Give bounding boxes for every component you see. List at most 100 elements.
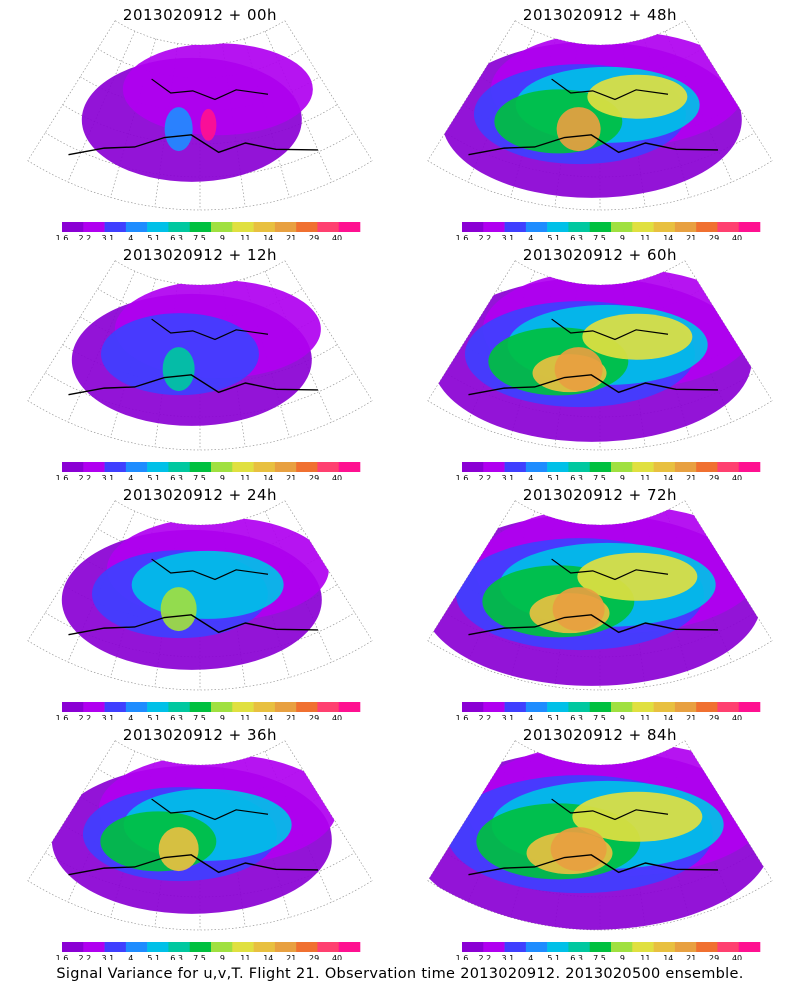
colorbar-swatch [547, 942, 569, 952]
colorbar-swatch [338, 462, 361, 472]
variance-contour [100, 811, 217, 872]
colorbar-swatch [653, 462, 676, 472]
colorbar-tick-label: 5.1 [147, 714, 160, 720]
colorbar-swatch [274, 942, 297, 952]
coastline [151, 318, 269, 341]
colorbar-tick-label: 21 [686, 234, 696, 240]
colorbar-tick-label: 4 [528, 234, 533, 240]
colorbar-tick-label: 4 [528, 714, 533, 720]
colorbar-swatch [253, 942, 276, 952]
colorbar-tick-label: 4 [128, 474, 133, 480]
colorbar-tick-label: 29 [309, 234, 319, 240]
colorbar-tick-label: 7.5 [193, 474, 206, 480]
variance-field [427, 742, 772, 930]
colorbar-tick-label: 6.3 [170, 714, 183, 720]
colorbar-tick-label: 3.1 [101, 954, 114, 960]
colorbar-swatch [611, 462, 633, 472]
coastline [551, 558, 669, 581]
colorbar-swatch [462, 942, 484, 952]
colorbar-swatch [462, 702, 484, 712]
variance-contour [200, 108, 217, 141]
colorbar-tick-label: 4 [528, 474, 533, 480]
colorbar-swatch [211, 942, 233, 952]
colorbar-swatch [525, 942, 548, 952]
colorbar-swatch [589, 942, 612, 952]
colorbar-swatch [611, 702, 633, 712]
colorbar-tick-label: 11 [640, 714, 650, 720]
map-panel: 2013020912 + 36h 1.6 2.2 3.1 4 5.1 6.3 7.5 9 11 14… [0, 720, 400, 960]
map-panel: 2013020912 + 24h 1.6 2.2 3.1 4 5.1 6.3 7.5 9 11 14… [0, 480, 400, 720]
variance-contour [587, 74, 688, 119]
colorbar-swatch [483, 942, 505, 952]
colorbar-tick-label: 9 [220, 234, 225, 240]
colorbar-swatch [738, 942, 761, 952]
colorbar-swatch [168, 462, 191, 472]
colorbar-tick-label: 5.1 [547, 714, 560, 720]
colorbar-tick-label: 9 [620, 234, 625, 240]
colorbar-swatch [338, 222, 361, 232]
colorbar-tick-label: 9 [220, 954, 225, 960]
coastline [551, 318, 669, 341]
colorbar-swatch [211, 222, 233, 232]
colorbar-tick-label: 5.1 [547, 954, 560, 960]
colorbar-swatch [717, 702, 740, 712]
colorbar-swatch [62, 222, 84, 232]
colorbar: 1.6 2.2 3.1 4 5.1 6.3 7.5 9 11 14 21 29 40 [56, 702, 361, 720]
colorbar-swatch [674, 462, 697, 472]
colorbar-swatch [525, 462, 548, 472]
colorbar-swatch [568, 702, 591, 712]
colorbar-tick-label: 29 [309, 714, 319, 720]
colorbar-tick-label: 40 [332, 234, 342, 240]
colorbar-tick-label: 40 [332, 954, 342, 960]
variance-contour [164, 107, 193, 152]
coastline [551, 78, 669, 101]
colorbar-swatch [104, 462, 127, 472]
panel-title: 2013020912 + 48h [522, 6, 678, 24]
colorbar-swatch [504, 702, 527, 712]
colorbar-tick-label: 21 [286, 714, 296, 720]
colorbar-swatch [632, 462, 654, 472]
colorbar-tick-label: 3.1 [101, 234, 114, 240]
map-panel: 2013020912 + 48h 1.6 2.2 3.1 4 5.1 6.3 7.5 9 11 14… [400, 0, 800, 240]
colorbar-swatch [674, 222, 697, 232]
colorbar-swatch [611, 222, 633, 232]
colorbar-swatch [253, 222, 276, 232]
colorbar-swatch [83, 942, 105, 952]
colorbar-tick-label: 29 [709, 474, 719, 480]
colorbar-swatch [189, 702, 212, 712]
colorbar-swatch [338, 942, 361, 952]
colorbar-swatch [696, 942, 718, 952]
colorbar-swatch [147, 702, 169, 712]
colorbar-swatch [104, 222, 127, 232]
colorbar-tick-label: 1.6 [56, 234, 69, 240]
colorbar-swatch [296, 222, 318, 232]
colorbar-swatch [589, 702, 612, 712]
colorbar-swatch [189, 462, 212, 472]
colorbar-tick-label: 5.1 [147, 954, 160, 960]
colorbar-swatch [568, 462, 591, 472]
variance-field [431, 268, 753, 442]
coastline [68, 134, 318, 156]
colorbar-swatch [547, 222, 569, 232]
colorbar-tick-label: 11 [640, 234, 650, 240]
colorbar-tick-label: 5.1 [547, 474, 560, 480]
colorbar-swatch [589, 222, 612, 232]
colorbar-swatch [462, 462, 484, 472]
colorbar-tick-label: 5.1 [547, 234, 560, 240]
variance-map: 1.6 2.2 3.1 4 5.1 6.3 7.5 9 11 14 21 29 40 [427, 20, 773, 240]
variance-field [51, 754, 337, 914]
coastline [68, 614, 318, 636]
colorbar-tick-label: 11 [240, 954, 250, 960]
colorbar-tick-label: 4 [528, 954, 533, 960]
colorbar-tick-label: 3.1 [501, 234, 514, 240]
colorbar-tick-label: 6.3 [170, 234, 183, 240]
colorbar-swatch [147, 462, 169, 472]
coastline [68, 854, 318, 876]
variance-field [71, 280, 321, 426]
colorbar-swatch [717, 222, 740, 232]
colorbar-swatch [696, 462, 718, 472]
colorbar-swatch [253, 462, 276, 472]
colorbar-tick-label: 6.3 [570, 954, 583, 960]
colorbar-swatch [738, 222, 761, 232]
colorbar-swatch [525, 222, 548, 232]
